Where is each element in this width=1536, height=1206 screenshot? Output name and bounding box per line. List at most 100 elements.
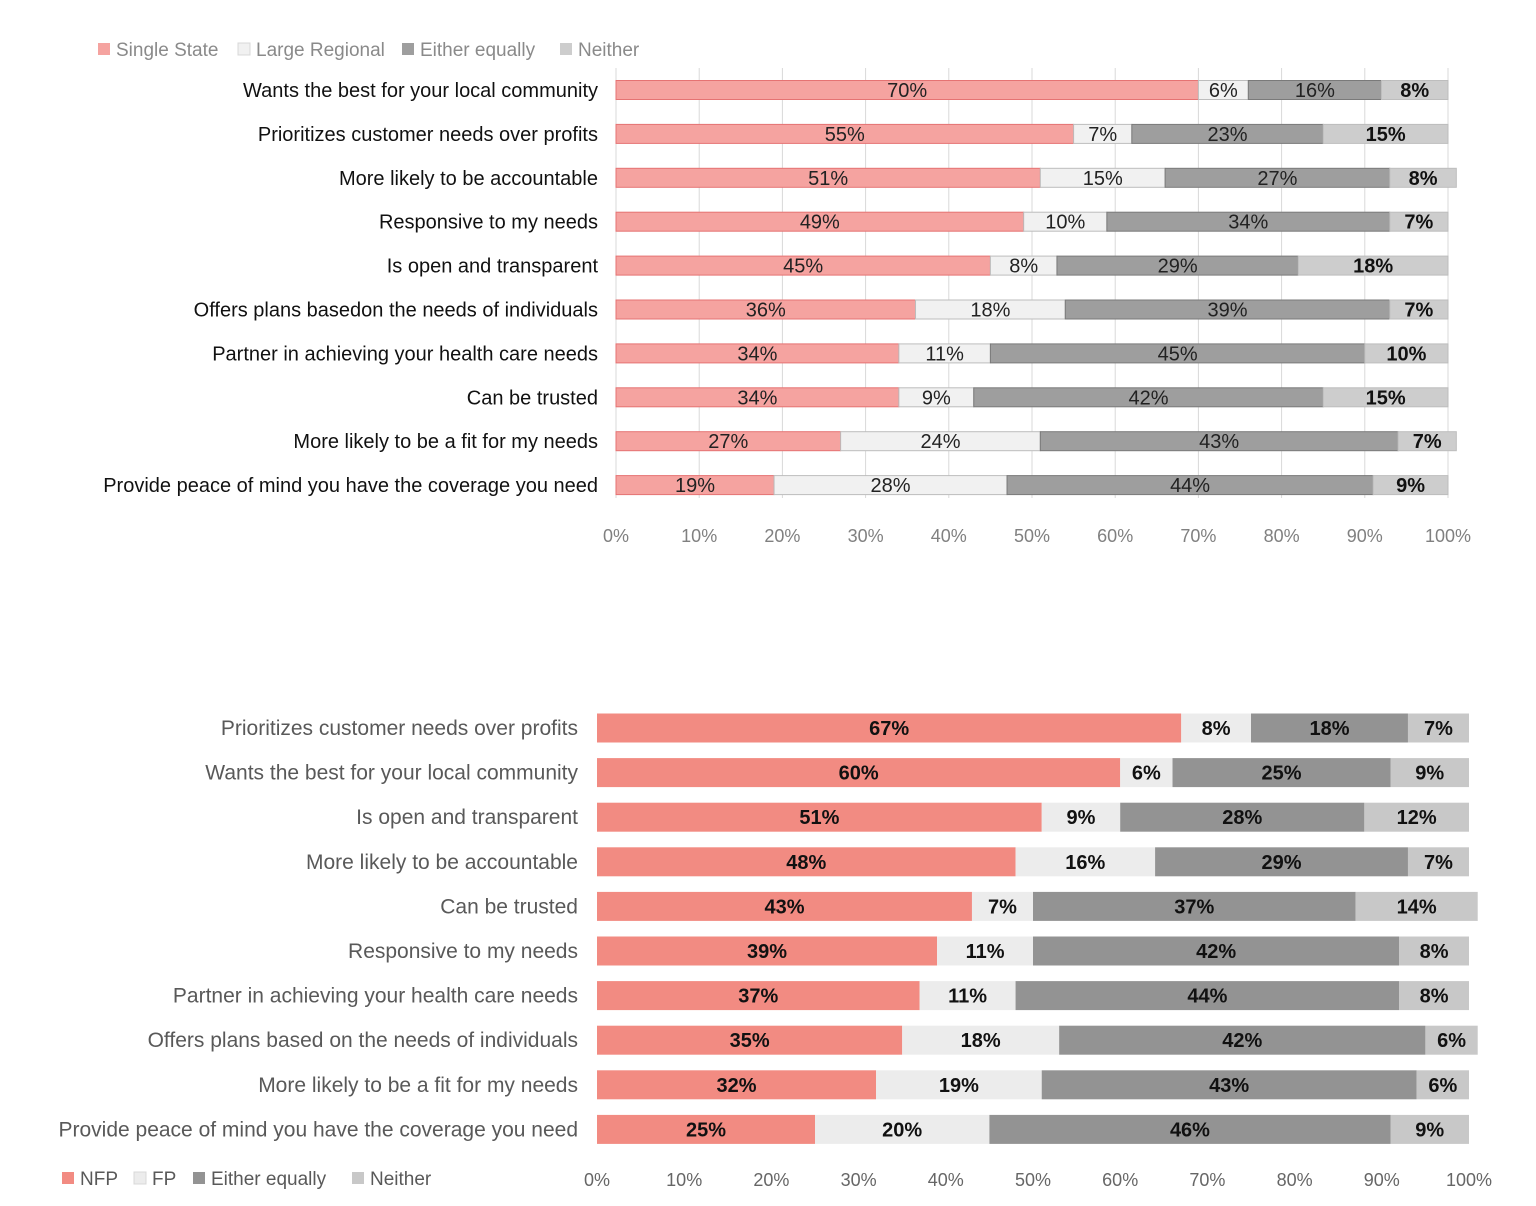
data-label: 19% <box>939 1075 979 1097</box>
bar-segment-either-equally <box>1251 713 1408 743</box>
legend-swatch <box>560 43 572 55</box>
x-tick-label: 100% <box>1425 526 1471 546</box>
x-tick-label: 60% <box>1097 526 1133 546</box>
chart-bottom: 0% 10% 20% 30% 40% 50% 60% 70% 80% 90% 100% Priorit… <box>58 713 1492 1190</box>
legend-label: NFP <box>80 1169 118 1190</box>
bar-segment-nfp <box>597 1114 815 1144</box>
bar-segment-nfp <box>597 713 1182 743</box>
data-label: 9% <box>922 387 951 409</box>
bar-segment-either-equally <box>1155 847 1408 877</box>
data-label: 27% <box>708 431 748 453</box>
legend-label: Neither <box>578 40 640 61</box>
data-label: 43% <box>1209 1075 1249 1097</box>
bar-segment-neither <box>1390 1114 1469 1144</box>
data-label: 60% <box>839 763 879 785</box>
bar-segment-fp <box>919 981 1016 1011</box>
bar-segment-fp <box>1015 847 1156 877</box>
category-label: Partner in achieving your health care ne… <box>212 343 598 365</box>
data-label: 7% <box>1424 718 1453 740</box>
bar-segment-neither <box>1399 981 1469 1011</box>
data-label: 6% <box>1437 1030 1466 1052</box>
legend-label: Either equally <box>211 1169 327 1190</box>
data-label: 28% <box>871 475 911 497</box>
bar-segment-fp <box>876 1070 1042 1100</box>
x-tick-label: 10% <box>681 526 717 546</box>
legend-swatch <box>402 43 414 55</box>
bar-segment-either-equally <box>1120 802 1365 832</box>
bar-segment-neither <box>1355 891 1478 921</box>
category-label: More likely to be a fit for my needs <box>258 1074 578 1097</box>
category-label: Offers plans basedon the needs of indivi… <box>194 300 598 322</box>
bar-segment-fp <box>937 936 1033 966</box>
category-label: Can be trusted <box>440 895 578 918</box>
data-label: 6% <box>1209 80 1238 102</box>
data-label: 7% <box>1404 300 1433 322</box>
x-tick-label: 100% <box>1446 1170 1492 1190</box>
data-label: 18% <box>1309 718 1349 740</box>
data-label: 8% <box>1400 80 1429 102</box>
data-label: 19% <box>675 475 715 497</box>
data-label: 34% <box>737 387 777 409</box>
x-tick-label: 70% <box>1180 526 1216 546</box>
data-label: 7% <box>1413 431 1442 453</box>
category-label: Offers plans based on the needs of indiv… <box>148 1029 578 1052</box>
data-label: 8% <box>1420 986 1449 1008</box>
data-label: 12% <box>1397 807 1437 829</box>
category-label: Can be trusted <box>467 387 598 409</box>
data-label: 7% <box>1088 124 1117 146</box>
legend-swatch <box>98 43 110 55</box>
data-label: 8% <box>1202 718 1231 740</box>
bar-segment-neither <box>1380 80 1449 100</box>
data-label: 15% <box>1366 387 1406 409</box>
legend-swatch <box>193 1172 205 1184</box>
category-label: Is open and transparent <box>387 256 599 278</box>
data-label: 43% <box>1199 431 1239 453</box>
bar-segment-fp <box>971 891 1033 921</box>
data-label: 44% <box>1170 475 1210 497</box>
bar-segment-fp <box>1041 802 1121 832</box>
bar-segment-neither <box>1322 387 1449 408</box>
data-label: 9% <box>1067 807 1096 829</box>
data-label: 34% <box>737 343 777 365</box>
bar-segment-nfp <box>597 802 1042 832</box>
x-tick-label: 40% <box>928 1170 964 1190</box>
data-label: 18% <box>1353 256 1393 278</box>
data-label: 11% <box>966 941 1005 963</box>
data-label: 48% <box>786 852 826 874</box>
bar-segment-neither <box>1425 1025 1478 1055</box>
bar-segment-nfp <box>597 1070 877 1100</box>
data-label: 51% <box>799 807 839 829</box>
data-label: 11% <box>948 986 987 1008</box>
category-label: Provide peace of mind you have the cover… <box>103 475 598 497</box>
data-label: 45% <box>1158 343 1198 365</box>
data-label: 18% <box>961 1030 1001 1052</box>
data-label: 8% <box>1420 941 1449 963</box>
data-label: 24% <box>920 431 960 453</box>
data-label: 9% <box>1415 1119 1444 1141</box>
x-tick-label: 10% <box>666 1170 702 1190</box>
category-label: Is open and transparent <box>356 806 578 829</box>
bar-segment-neither <box>1407 847 1469 877</box>
data-label: 7% <box>988 896 1017 918</box>
data-label: 29% <box>1262 852 1302 874</box>
chart-top: 0% 10% 20% 30% 40% 50% 60% 70% 80% 90% 100% Wants t… <box>98 40 1471 546</box>
bar-segment-either-equally <box>1059 1025 1426 1055</box>
bar-segment-neither <box>1397 431 1457 452</box>
bar-segment-neither <box>1364 802 1469 832</box>
x-tick-label: 50% <box>1014 526 1050 546</box>
data-label: 35% <box>730 1030 770 1052</box>
category-label: Provide peace of mind you have the cover… <box>58 1118 578 1141</box>
bar-segment-neither <box>1364 343 1449 364</box>
data-label: 39% <box>747 941 787 963</box>
data-label: 9% <box>1415 763 1444 785</box>
data-label: 7% <box>1424 852 1453 874</box>
bar-segment-either-equally <box>1015 981 1400 1011</box>
bar-segment-neither <box>1390 758 1469 788</box>
bar-segment-fp <box>1120 758 1173 788</box>
data-label: 37% <box>738 986 778 1008</box>
data-label: 45% <box>783 256 823 278</box>
legend-label: Either equally <box>420 40 536 61</box>
bar-segment-nfp <box>597 1025 903 1055</box>
legend-label: Neither <box>370 1169 432 1190</box>
x-tick-label: 20% <box>764 526 800 546</box>
